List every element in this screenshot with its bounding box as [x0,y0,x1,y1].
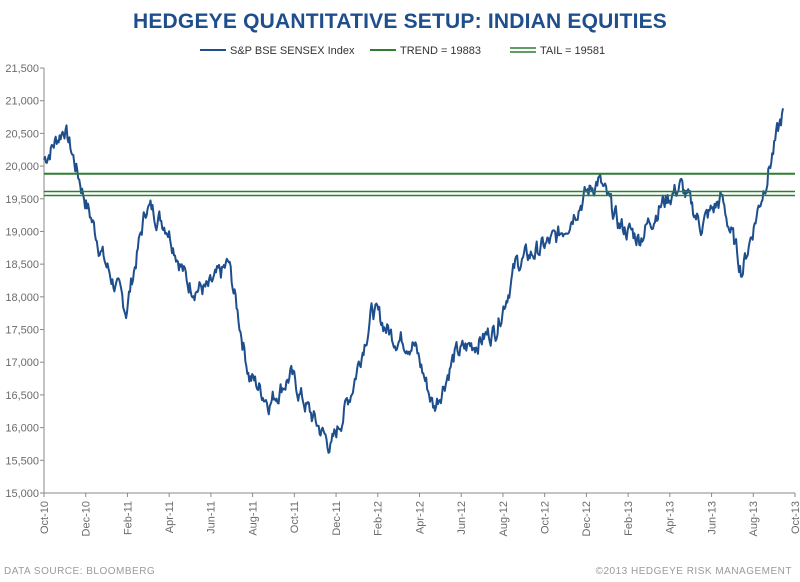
plot-area [43,108,795,454]
x-tick-label: Oct-10 [39,501,51,534]
x-tick-label: Jun-11 [206,501,218,534]
legend-label: TAIL = 19581 [540,45,605,57]
x-tick-label: Aug-13 [748,501,760,536]
x-tick-label: Dec-10 [81,501,93,536]
legend: S&P BSE SENSEX Index TREND = 19883 TAIL = … [200,45,605,57]
x-tick-label: Dec-12 [581,501,593,536]
x-tick-label: Feb-11 [122,501,134,535]
x-tick-label: Dec-11 [331,501,343,536]
y-tick-label: 17,000 [5,357,39,369]
x-tick-label: Aug-11 [247,501,259,536]
y-tick-label: 17,500 [5,325,39,337]
y-tick-label: 21,500 [5,63,39,75]
y-tick-label: 20,500 [5,128,39,140]
chart-title: HEDGEYE QUANTITATIVE SETUP: INDIAN EQUIT… [132,10,668,33]
legend-label: S&P BSE SENSEX Index [230,45,355,57]
y-tick-label: 15,000 [5,488,39,500]
x-tick-label: Oct-11 [289,501,301,533]
y-tick-label: 21,000 [5,96,39,108]
y-tick-label: 16,000 [5,423,39,435]
copyright-text: ©2013 HEDGEYE RISK MANAGEMENT [596,566,792,577]
y-tick-label: 18,000 [5,292,39,304]
y-tick-label: 19,000 [5,226,39,238]
x-tick-label: Jun-12 [456,501,468,535]
x-tick-label: Feb-12 [373,501,385,536]
x-tick-label: Apr-12 [414,501,426,534]
sensex-series-line [43,108,784,454]
x-tick-label: Oct-13 [790,501,800,534]
y-tick-label: 16,500 [5,390,39,402]
y-tick-label: 15,500 [5,455,39,467]
y-axis: 15,000 15,500 16,000 16,500 17,000 17,500 18,0… [5,63,45,500]
y-tick-label: 18,500 [5,259,39,271]
x-axis: Oct-10 Dec-10 Feb-11 Apr-11 Jun-11 Aug-11 Oct-… [39,492,800,536]
x-tick-label: Aug-12 [498,501,510,536]
y-tick-label: 20,000 [5,161,39,173]
legend-label: TREND = 19883 [400,45,481,57]
x-tick-label: Jun-13 [706,501,718,535]
x-tick-label: Apr-11 [164,501,176,533]
x-tick-label: Feb-13 [623,501,635,536]
x-tick-label: Oct-12 [540,501,552,534]
y-tick-label: 19,500 [5,194,39,206]
data-source-text: DATA SOURCE: BLOOMBERG [4,566,155,577]
x-tick-label: Apr-13 [665,501,677,534]
